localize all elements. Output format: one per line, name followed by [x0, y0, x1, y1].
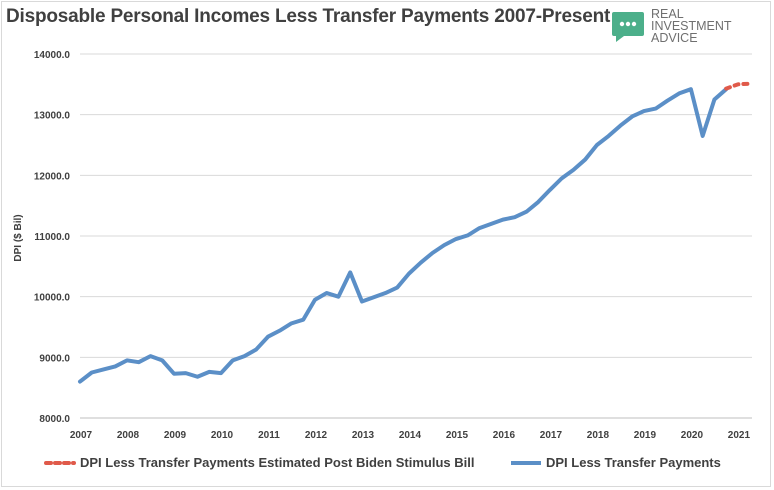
- legend-swatch-dashed: [44, 460, 76, 465]
- legend-item-estimated: DPI Less Transfer Payments Estimated Pos…: [44, 455, 474, 470]
- x-tick-label: 2014: [399, 430, 422, 441]
- logo-line-1: REAL: [651, 7, 684, 21]
- y-tick-label: 9000.0: [39, 353, 70, 364]
- x-tick-label: 2008: [117, 430, 140, 441]
- chart-legend: DPI Less Transfer Payments Estimated Pos…: [0, 450, 774, 476]
- brand-logo: REAL INVESTMENT ADVICE: [603, 6, 768, 46]
- x-tick-label: 2010: [211, 430, 234, 441]
- x-axis-ticks: 2007 2008 2009 2010 2011 2012 2013 2014 2015 2016…: [70, 430, 751, 441]
- brand-logo-text: REAL INVESTMENT ADVICE: [651, 7, 732, 45]
- x-tick-label: 2015: [446, 430, 469, 441]
- legend-label-estimated: DPI Less Transfer Payments Estimated Pos…: [80, 455, 475, 470]
- y-tick-label: 12000.0: [34, 171, 71, 182]
- x-tick-label: 2020: [681, 430, 704, 441]
- line-chart: 8000.0 9000.0 10000.0 11000.0 12000.0 13000.0…: [13, 50, 752, 441]
- x-tick-label: 2021: [728, 430, 751, 441]
- x-tick-label: 2011: [258, 430, 280, 441]
- series-line-actual: [78, 87, 729, 384]
- x-tick-label: 2019: [634, 430, 657, 441]
- legend-item-actual: DPI Less Transfer Payments: [510, 455, 721, 470]
- gridlines: [80, 53, 752, 419]
- x-tick-label: 2017: [540, 430, 563, 441]
- legend-label-actual: DPI Less Transfer Payments: [546, 455, 721, 470]
- series-line-estimated: [724, 81, 752, 91]
- logo-line-2: INVESTMENT: [651, 19, 732, 33]
- y-tick-label: 13000.0: [34, 111, 71, 122]
- y-tick-label: 10000.0: [34, 293, 71, 304]
- y-axis-label: DPI ($ Bil): [13, 214, 24, 261]
- x-tick-label: 2007: [70, 430, 93, 441]
- x-tick-label: 2012: [305, 430, 328, 441]
- y-axis-ticks: 8000.0 9000.0 10000.0 11000.0 12000.0 13000.0…: [34, 50, 71, 425]
- x-tick-label: 2009: [164, 430, 187, 441]
- series-group: [78, 81, 752, 384]
- speech-bubble-icon: [612, 12, 644, 42]
- y-tick-label: 8000.0: [39, 414, 70, 425]
- x-tick-label: 2013: [352, 430, 375, 441]
- logo-line-3: ADVICE: [651, 31, 698, 45]
- legend-swatch-solid: [511, 460, 541, 465]
- y-tick-label: 11000.0: [34, 232, 70, 243]
- x-tick-label: 2018: [587, 430, 610, 441]
- x-tick-label: 2016: [493, 430, 516, 441]
- chart-title: Disposable Personal Incomes Less Transfe…: [6, 6, 611, 27]
- y-tick-label: 14000.0: [34, 50, 71, 61]
